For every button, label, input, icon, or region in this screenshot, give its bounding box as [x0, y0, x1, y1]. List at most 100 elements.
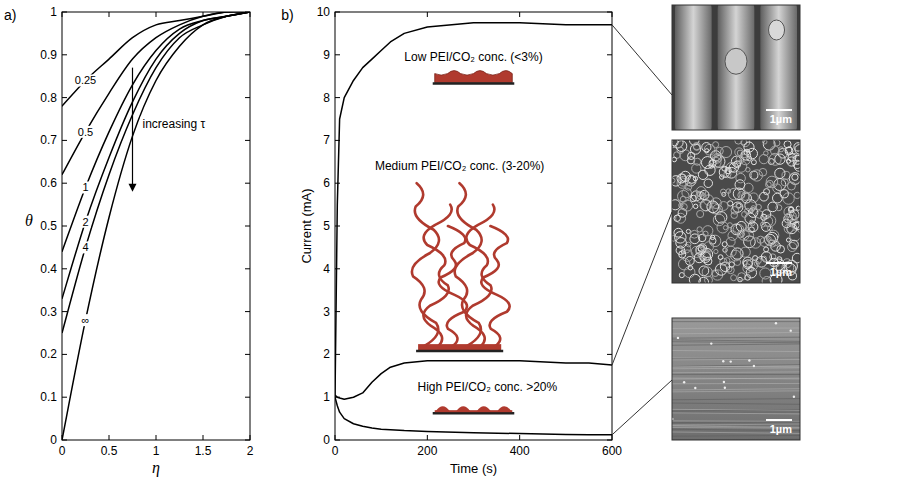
- y-tick: [335, 268, 340, 269]
- micrograph-streak: [672, 374, 800, 375]
- micrograph-streak: [672, 413, 800, 414]
- x-tick-label: 1.5: [195, 444, 212, 458]
- curve-label: 4: [82, 241, 88, 253]
- micrograph-pore: [688, 152, 695, 159]
- y-tick: [607, 268, 612, 269]
- micrograph-pore: [738, 273, 746, 281]
- y-tick-label: 0: [323, 433, 330, 447]
- micrograph-pore: [773, 184, 782, 193]
- y-tick-label: 10: [317, 5, 331, 19]
- micrograph-streak: [672, 409, 800, 411]
- y-tick: [62, 397, 67, 398]
- micrograph-streak: [672, 367, 800, 369]
- schematic-bump: [456, 406, 470, 411]
- micrograph-pore: [699, 277, 709, 283]
- micrograph-pore: [705, 165, 715, 175]
- micrograph-pore: [726, 246, 737, 257]
- micrograph-pore: [769, 240, 776, 247]
- data-line: [62, 12, 250, 252]
- y-tick: [607, 183, 612, 184]
- x-tick: [109, 435, 110, 440]
- y-tick-label: 0.6: [40, 176, 57, 190]
- y-tick: [62, 140, 67, 141]
- micrograph-streak: [672, 328, 800, 329]
- y-tick-label: 1: [323, 390, 330, 404]
- y-tick: [607, 226, 612, 227]
- micrograph-frame: [672, 318, 800, 440]
- micrograph-streak: [672, 344, 800, 345]
- y-tick: [607, 12, 612, 13]
- micrograph-streak: [672, 350, 800, 351]
- y-tick-label: 5: [323, 219, 330, 233]
- micrograph-pore: [724, 258, 729, 263]
- y-tick: [62, 226, 67, 227]
- micrograph-streak: [672, 340, 800, 341]
- label-patch: [80, 314, 92, 326]
- micrograph-pore: [690, 195, 696, 201]
- micrograph-pore: [760, 237, 769, 246]
- micrograph-pore: [718, 255, 723, 260]
- micrograph-speck: [730, 360, 732, 362]
- micrograph-pore: [750, 238, 760, 248]
- micrograph-pore: [749, 193, 758, 202]
- micrograph-pore: [702, 143, 711, 152]
- micrograph: [672, 5, 800, 130]
- x-tick-label: 1: [153, 444, 160, 458]
- micrograph-pore: [763, 140, 775, 150]
- micrograph-pore: [676, 238, 687, 249]
- micrograph-streak: [672, 389, 800, 390]
- micrograph-pore: [694, 158, 701, 165]
- micrograph-pore: [737, 203, 742, 208]
- micrograph-pore: [731, 212, 737, 218]
- micrograph: [672, 318, 800, 440]
- labels: 0.250.5124∞increasing τ: [73, 68, 208, 327]
- micrograph-speck: [724, 387, 726, 389]
- schematic-film: [435, 71, 513, 83]
- y-axis-title: θ: [25, 212, 33, 229]
- micrograph-pore: [677, 174, 686, 183]
- micrograph-streak: [672, 383, 800, 384]
- micrograph-pore: [764, 247, 769, 252]
- micrograph-speck: [793, 396, 795, 398]
- y-tick-label: 6: [323, 176, 330, 190]
- x-tick-label: 600: [602, 444, 622, 458]
- micrograph-speck: [710, 342, 712, 344]
- micrograph-streak: [672, 391, 800, 392]
- micrograph-pore: [794, 222, 800, 230]
- micrograph-pore: [790, 240, 799, 249]
- micrograph-pore: [768, 230, 779, 241]
- series-group: [335, 23, 612, 435]
- micrograph: [672, 140, 800, 283]
- micrograph-pore: [729, 262, 734, 267]
- micrograph-pore: [729, 163, 738, 172]
- y-tick-label: 7: [323, 133, 330, 147]
- micrograph-speck: [722, 360, 724, 362]
- micrograph-speck: [753, 365, 755, 367]
- micrograph-pore: [720, 262, 729, 271]
- y-tick-label: 0.8: [40, 91, 57, 105]
- scale-bar-label: 1µm: [770, 266, 792, 278]
- micrograph-pore: [726, 189, 731, 194]
- micrograph-pore: [763, 140, 767, 144]
- micrograph-pore: [705, 149, 709, 153]
- schematic-substrate: [416, 350, 503, 353]
- micrograph-pore: [792, 253, 800, 263]
- x-tick-label: 0: [332, 444, 339, 458]
- y-tick: [62, 12, 67, 13]
- y-tick: [245, 440, 250, 441]
- micrograph-pore: [744, 142, 754, 152]
- micrograph-pore: [787, 182, 795, 190]
- panel-label: a): [4, 7, 16, 23]
- y-tick: [62, 97, 67, 98]
- micrograph-streak: [672, 321, 800, 322]
- x-tick-label: 200: [417, 444, 437, 458]
- micrograph-pore: [682, 250, 693, 261]
- x-tick: [427, 435, 428, 440]
- micrograph-pore: [696, 187, 706, 197]
- micrograph-pore: [686, 229, 690, 233]
- micrograph-pore: [721, 189, 726, 194]
- connector: [612, 25, 672, 95]
- micrograph-column: [718, 5, 755, 130]
- micrograph-pore: [785, 213, 792, 220]
- micrograph-pore: [794, 161, 800, 171]
